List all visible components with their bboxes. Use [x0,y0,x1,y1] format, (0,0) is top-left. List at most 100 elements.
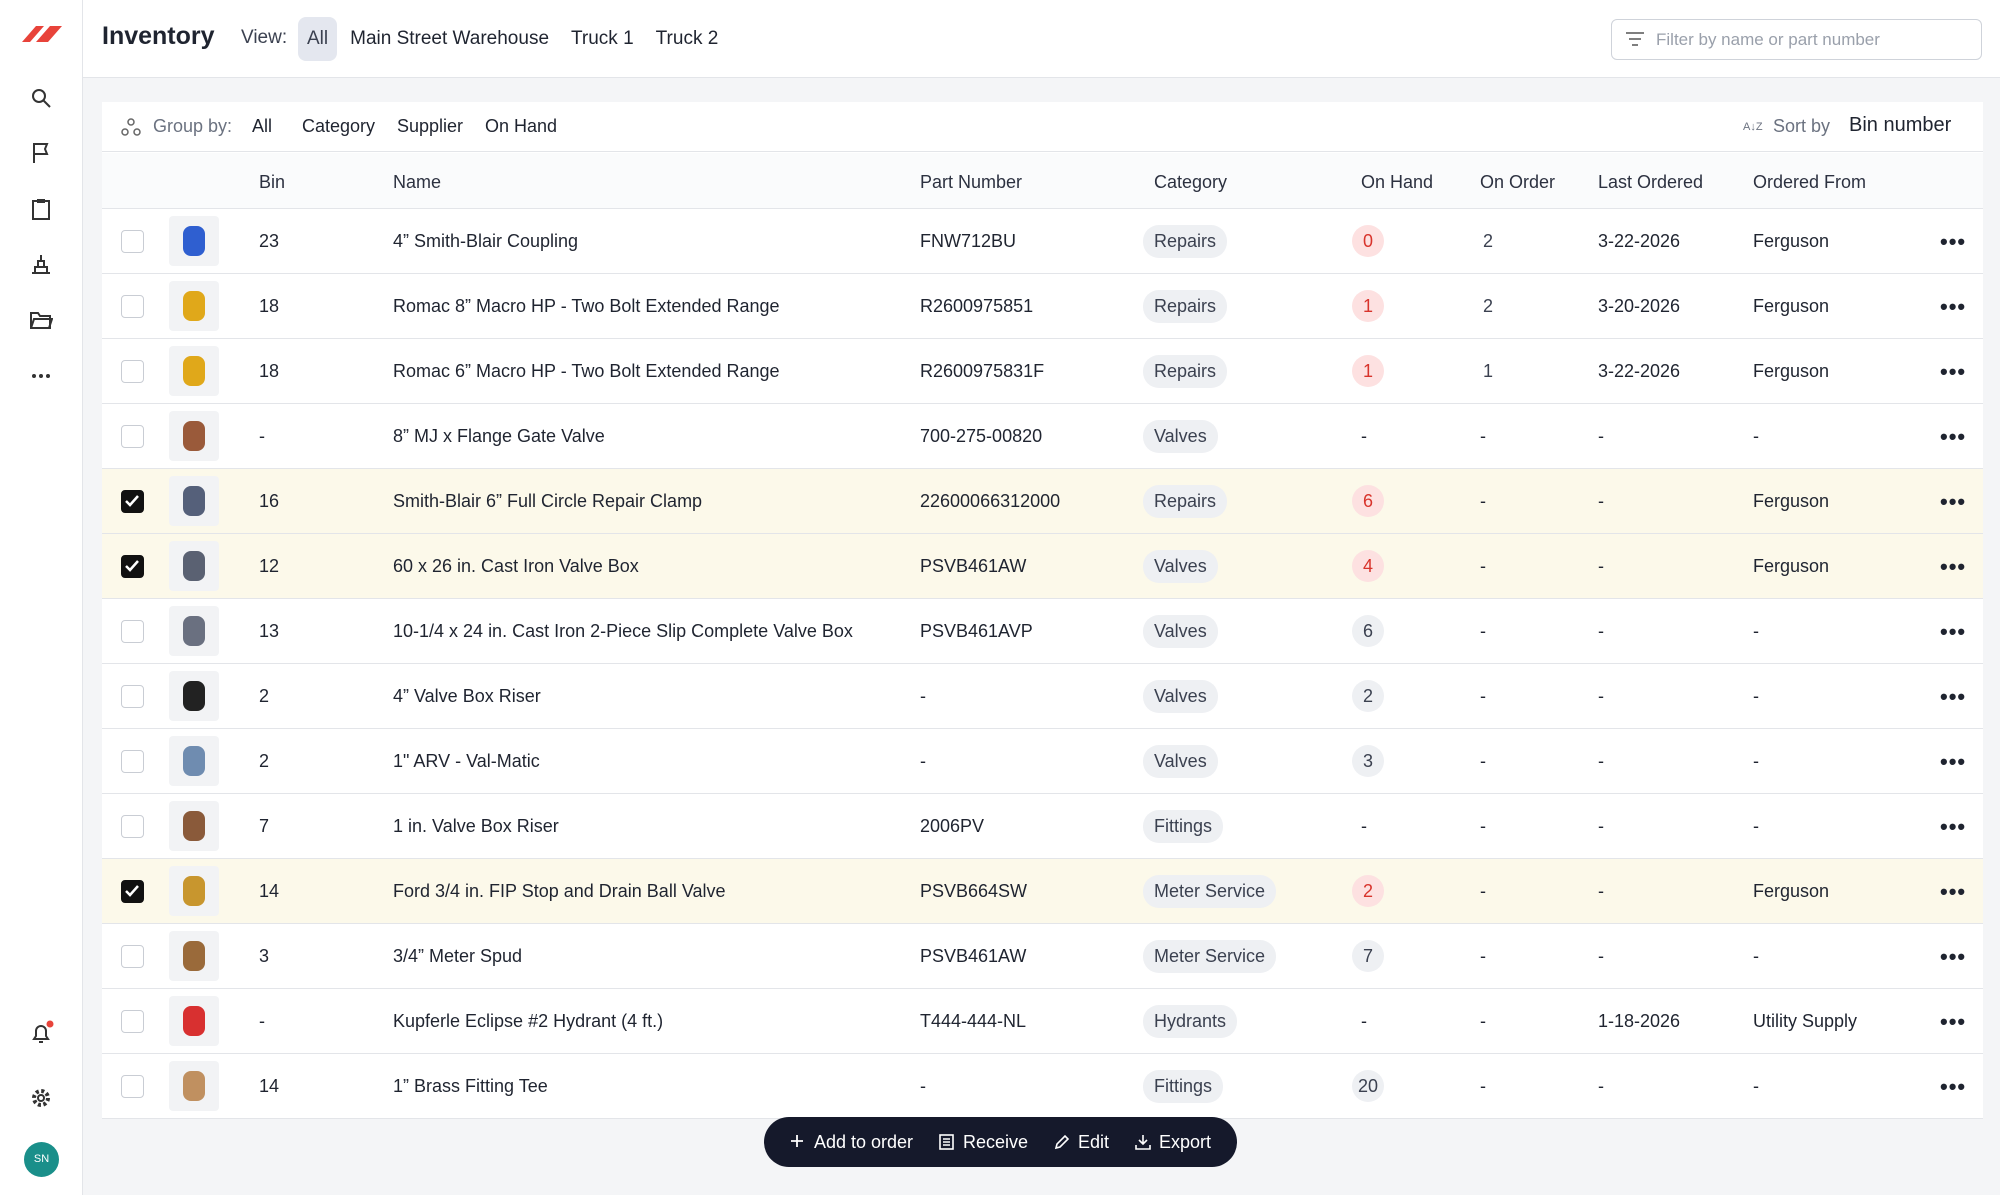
row-menu[interactable]: ••• [1940,1009,1967,1034]
group-option[interactable]: All [252,116,273,136]
column-title[interactable]: Ordered From [1753,172,1867,192]
category-pill: Valves [1143,615,1218,648]
table-row[interactable]: 7 1 in. Valve Box Riser 2006PV Fittings - - - -… [102,794,1983,859]
view-tab[interactable]: Truck 2 [655,28,719,49]
last-ordered: - [1598,426,1604,446]
view-tab[interactable]: Main Street Warehouse [350,28,550,49]
table-row[interactable]: 14 1” Brass Fitting Tee - Fittings 20 - - - ••• [102,1054,1983,1119]
row-menu[interactable]: ••• [1940,619,1967,644]
table-row[interactable]: 23 4” Smith-Blair Coupling FNW712BU Repairs… [102,209,1983,274]
avatar[interactable]: SN [24,1142,59,1177]
row-menu[interactable]: ••• [1940,554,1967,579]
table-row[interactable]: 14 Ford 3/4 in. FIP Stop and Drain Ball V… [102,859,1983,924]
group-option[interactable]: Category [302,116,376,136]
on-hand: - [1361,426,1367,446]
last-ordered: - [1598,621,1604,641]
category-pill: Repairs [1143,290,1228,323]
row-checkbox[interactable] [121,815,144,838]
action-button[interactable]: Edit [1054,1132,1109,1153]
row-menu[interactable]: ••• [1940,749,1967,774]
group-option[interactable]: Supplier [397,116,464,136]
row-menu[interactable]: ••• [1940,229,1967,254]
row-menu[interactable]: ••• [1940,684,1967,709]
column-title[interactable]: Bin [259,172,286,192]
inventory-icon[interactable] [29,252,53,276]
row-checkbox[interactable] [121,425,144,448]
row-menu[interactable]: ••• [1940,814,1967,839]
folder-icon[interactable] [29,308,53,332]
row-menu[interactable]: ••• [1940,489,1967,514]
row-menu[interactable]: ••• [1940,1074,1967,1099]
table-row[interactable]: 12 60 x 26 in. Cast Iron Valve Box PSVB461… [102,534,1983,599]
category-pill: Repairs [1143,355,1228,388]
product-image [169,346,219,396]
product-image [169,281,219,331]
part-number: FNW712BU [920,231,1017,251]
ordered-from: - [1753,426,1759,446]
row-menu[interactable]: ••• [1940,294,1967,319]
part-number: 22600066312000 [920,491,1061,511]
column-title[interactable]: Category [1154,172,1228,192]
action-button[interactable]: Add to order [790,1132,913,1153]
table-row[interactable]: - 8” MJ x Flange Gate Valve 700-275-00820 V… [102,404,1983,469]
column-title[interactable]: Name [393,172,442,192]
row-menu[interactable]: ••• [1940,944,1967,969]
row-checkbox[interactable] [121,1010,144,1033]
action-button[interactable]: Export [1135,1132,1211,1153]
row-checkbox[interactable] [121,750,144,773]
settings-icon[interactable] [29,1086,53,1110]
more-icon[interactable] [29,364,53,388]
row-checkbox[interactable] [121,685,144,708]
column-title[interactable]: Part Number [920,172,1023,192]
top-bar: Inventory View: All Main Street Warehouse… [83,0,2000,78]
row-menu[interactable]: ••• [1940,359,1967,384]
on-order-badge: 1 [1482,361,1493,381]
row-checkbox[interactable] [121,1075,144,1098]
table-row[interactable]: 2 4” Valve Box Riser - Valves 2 - - - ••• [102,664,1983,729]
row-checkbox[interactable] [121,620,144,643]
column-title[interactable]: On Hand [1361,172,1434,192]
item-name: Kupferle Eclipse #2 Hydrant (4 ft.) [393,1011,664,1031]
row-checkbox[interactable] [121,490,144,513]
part-number: 700-275-00820 [920,426,1043,446]
sort-icon: A↓Z [1743,121,1763,133]
flag-icon[interactable] [29,141,53,165]
product-icon [183,876,205,906]
filter-input[interactable]: Filter by name or part number [1611,19,1982,60]
column-title[interactable]: Last Ordered [1598,172,1704,192]
row-menu[interactable]: ••• [1940,424,1967,449]
table-row[interactable]: 16 Smith-Blair 6” Full Circle Repair Clam… [102,469,1983,534]
row-checkbox[interactable] [121,360,144,383]
table-row[interactable]: 18 Romac 8” Macro HP - Two Bolt Extended … [102,274,1983,339]
product-icon [183,941,205,971]
row-checkbox[interactable] [121,945,144,968]
table-row[interactable]: 13 10-1/4 x 24 in. Cast Iron 2-Piece Slip… [102,599,1983,664]
row-menu[interactable]: ••• [1940,879,1967,904]
last-ordered: 3-22-2026 [1598,361,1681,381]
group-option[interactable]: On Hand [485,116,558,136]
clipboard-icon[interactable] [29,197,53,221]
search-icon[interactable] [29,86,53,110]
table-row[interactable]: 18 Romac 6” Macro HP - Two Bolt Extended … [102,339,1983,404]
table-row[interactable]: 2 1" ARV - Val-Matic - Valves 3 - - - ••• [102,729,1983,794]
column-title[interactable]: On Order [1480,172,1556,192]
row-checkbox[interactable] [121,230,144,253]
on-order: - [1480,491,1486,511]
bin: 12 [259,556,280,576]
view-tab[interactable]: Truck 1 [571,28,634,49]
part-number: 2006PV [920,816,985,836]
on-hand-badge: 7 [1352,940,1384,972]
notifications-icon[interactable] [29,1020,55,1046]
ordered-from: Ferguson [1753,556,1830,576]
last-ordered: - [1598,491,1604,511]
row-checkbox[interactable] [121,880,144,903]
row-checkbox[interactable] [121,295,144,318]
sort-value[interactable]: Bin number [1849,114,1952,136]
product-icon [183,226,205,256]
action-button[interactable]: Receive [939,1132,1028,1153]
table-row[interactable]: - Kupferle Eclipse #2 Hydrant (4 ft.) T444… [102,989,1983,1054]
view-tab[interactable]: All [298,17,338,61]
table-row[interactable]: 3 3/4” Meter Spud PSVB461AW Meter Service 7 -… [102,924,1983,989]
category-pill: Hydrants [1143,1005,1238,1038]
row-checkbox[interactable] [121,555,144,578]
